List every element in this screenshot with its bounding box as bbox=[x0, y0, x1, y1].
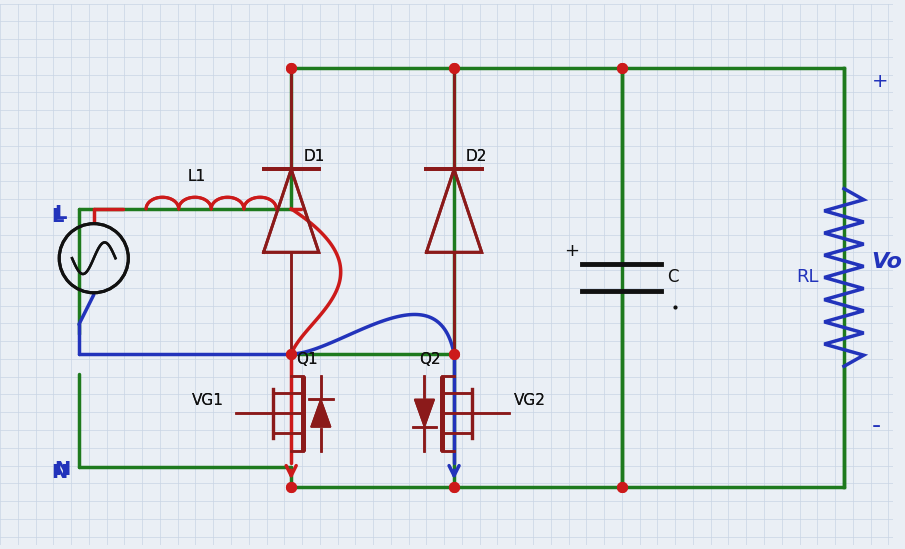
Text: L1: L1 bbox=[187, 169, 205, 184]
Text: -: - bbox=[872, 414, 881, 438]
Text: L1: L1 bbox=[187, 169, 205, 184]
Text: N: N bbox=[52, 463, 68, 482]
Text: VG2: VG2 bbox=[514, 393, 546, 408]
Polygon shape bbox=[414, 399, 434, 427]
Text: Vo: Vo bbox=[872, 251, 902, 272]
Text: RL: RL bbox=[796, 268, 819, 287]
Text: Q1: Q1 bbox=[296, 352, 318, 367]
Text: D1: D1 bbox=[303, 149, 324, 165]
Text: VG2: VG2 bbox=[514, 393, 546, 408]
Polygon shape bbox=[311, 399, 330, 427]
Text: D2: D2 bbox=[466, 149, 487, 165]
Text: L: L bbox=[54, 204, 67, 223]
Polygon shape bbox=[414, 399, 434, 427]
Polygon shape bbox=[311, 399, 330, 427]
Text: VG1: VG1 bbox=[192, 393, 224, 408]
Text: Q2: Q2 bbox=[420, 352, 441, 367]
Text: Q1: Q1 bbox=[296, 352, 318, 367]
Text: N: N bbox=[54, 460, 71, 479]
Text: D2: D2 bbox=[466, 149, 487, 165]
Text: C: C bbox=[667, 268, 679, 287]
Text: L: L bbox=[52, 208, 63, 226]
Text: +: + bbox=[872, 72, 888, 92]
Text: Q2: Q2 bbox=[420, 352, 441, 367]
Text: D1: D1 bbox=[303, 149, 324, 165]
Text: +: + bbox=[565, 242, 579, 260]
Text: VG1: VG1 bbox=[192, 393, 224, 408]
